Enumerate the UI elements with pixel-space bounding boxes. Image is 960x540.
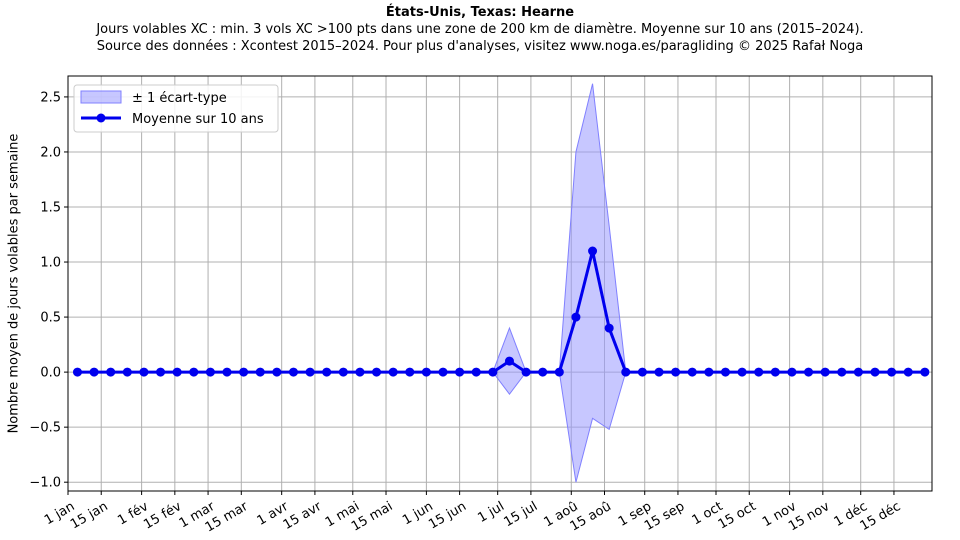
mean-point <box>837 367 847 377</box>
legend-frame <box>73 84 279 133</box>
mean-point <box>920 367 930 377</box>
mean-point <box>754 367 764 377</box>
x-tick-label: 15 jan <box>68 499 111 532</box>
mean-point <box>122 367 132 377</box>
legend-band-label: ± 1 écart-type <box>132 91 227 106</box>
legend: ± 1 écart-type Moyenne sur 10 ans <box>73 84 279 133</box>
legend-mean-label: Moyenne sur 10 ans <box>132 112 264 127</box>
mean-point <box>488 367 498 377</box>
mean-point <box>106 367 116 377</box>
std-band <box>77 83 925 483</box>
mean-point <box>853 367 863 377</box>
mean-point <box>222 367 232 377</box>
mean-point <box>887 367 897 377</box>
y-tick-label: 0.0 <box>40 366 61 381</box>
mean-point <box>521 367 531 377</box>
mean-point <box>455 367 465 377</box>
band-layer <box>77 83 925 483</box>
mean-point <box>720 367 730 377</box>
mean-point <box>621 367 631 377</box>
mean-point <box>804 367 814 377</box>
x-tick-label: 1 jul <box>475 499 507 526</box>
y-tick-label: 2.5 <box>40 90 61 105</box>
mean-point <box>637 367 647 377</box>
mean-point <box>255 367 265 377</box>
mean-point <box>89 367 99 377</box>
mean-point <box>305 367 315 377</box>
mean-point <box>338 367 348 377</box>
y-tick-label: −0.5 <box>29 421 61 436</box>
mean-point <box>322 367 332 377</box>
mean-point <box>770 367 780 377</box>
mean-point <box>156 367 166 377</box>
line-layer <box>72 246 930 377</box>
mean-line <box>77 249 925 374</box>
mean-point <box>72 367 82 377</box>
x-tick-label: 15 fév <box>141 499 184 533</box>
y-tick-label: 1.0 <box>40 256 61 271</box>
mean-point <box>671 367 681 377</box>
y-tick-label: 1.5 <box>40 200 61 215</box>
mean-point <box>538 367 548 377</box>
mean-point <box>554 367 564 377</box>
title-block: États-Unis, Texas: Hearne Jours volables… <box>0 4 960 55</box>
plot-frame <box>67 75 933 492</box>
mean-point <box>571 312 581 322</box>
mean-point <box>239 367 249 377</box>
mean-point <box>687 367 697 377</box>
y-tick-label: 0.5 <box>40 311 61 326</box>
mean-point <box>870 367 880 377</box>
mean-point <box>604 323 614 333</box>
x-tick-label: 15 jul <box>502 499 541 530</box>
mean-point <box>372 367 382 377</box>
mean-point <box>172 367 182 377</box>
mean-point <box>272 367 282 377</box>
grid-layer <box>67 76 932 491</box>
mean-point <box>189 367 199 377</box>
mean-point <box>820 367 830 377</box>
mean-point <box>388 367 398 377</box>
chart-title: États-Unis, Texas: Hearne <box>385 5 575 20</box>
mean-point <box>588 246 598 256</box>
chart-subtitle-1: Jours volables XC : min. 3 vols XC >100 … <box>96 22 864 37</box>
x-tick-label: 15 jun <box>426 499 469 532</box>
mean-point <box>405 367 415 377</box>
y-axis-label: Nombre moyen de jours volables par semai… <box>7 134 22 434</box>
legend-mean-marker <box>96 113 106 123</box>
mean-point <box>704 367 714 377</box>
y-tick-label: −1.0 <box>29 476 61 491</box>
mean-point <box>438 367 448 377</box>
y-ticks: −1.0 −0.5 0.0 0.5 1.0 1.5 2.0 2.5 <box>29 90 68 491</box>
y-tick-label: 2.0 <box>40 145 61 160</box>
x-tick-label: 15 avr <box>281 499 325 533</box>
mean-point <box>471 367 481 377</box>
chart-subtitle-2: Source des données : Xcontest 2015–2024.… <box>96 39 864 54</box>
mean-point <box>421 367 431 377</box>
mean-point <box>205 367 215 377</box>
x-tick-label: 15 oct <box>716 499 759 532</box>
mean-point <box>504 356 514 366</box>
mean-point <box>654 367 664 377</box>
mean-point <box>139 367 149 377</box>
mean-point <box>903 367 913 377</box>
mean-point <box>355 367 365 377</box>
mean-point <box>737 367 747 377</box>
legend-band-swatch <box>80 90 122 104</box>
mean-point <box>288 367 298 377</box>
mean-point <box>787 367 797 377</box>
